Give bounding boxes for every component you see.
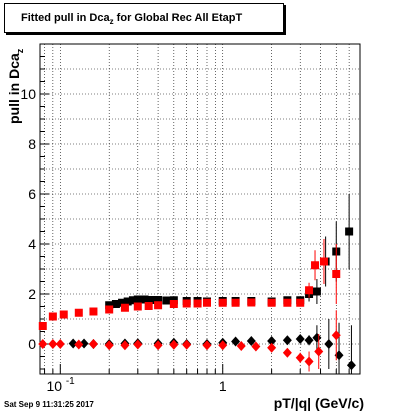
data-point-square (169, 300, 178, 308)
y-tick-label: 6 (28, 186, 36, 202)
data-point-diamond (202, 340, 212, 351)
title-box: Fitted pull in Dcaz for Global Rec All E… (4, 3, 284, 33)
data-point-square (154, 296, 163, 304)
data-point-square (123, 297, 132, 306)
data-point-square (89, 307, 98, 316)
data-point-diamond (236, 341, 246, 351)
data-point-square (140, 295, 149, 304)
data-point-diamond (38, 339, 48, 349)
data-point-square (105, 301, 114, 310)
data-point-square (120, 303, 129, 312)
data-point-square (283, 298, 292, 307)
data-point-diamond (282, 347, 292, 358)
data-point-diamond (304, 335, 314, 346)
data-point-diamond (74, 339, 84, 350)
data-point-diamond (104, 340, 114, 351)
data-point-diamond (304, 356, 314, 367)
data-point-diamond (120, 340, 130, 351)
data-point-diamond (251, 341, 261, 352)
data-point-square (319, 257, 328, 266)
data-point-square (193, 299, 202, 308)
x-axis-label: pT/|q| (GeV/c) (273, 395, 364, 411)
data-point-diamond (324, 339, 334, 349)
x-tick-label-exponent: -1 (66, 376, 75, 387)
data-point-square (202, 298, 211, 307)
data-point-diamond (133, 339, 143, 350)
data-point-diamond (331, 330, 341, 341)
data-point-square (305, 286, 314, 295)
data-point-square (118, 298, 127, 307)
timestamp: Sat Sep 9 11:31:25 2017 (4, 400, 94, 409)
x-tick-label: 1 (219, 378, 227, 394)
data-point-square (154, 301, 163, 310)
data-point-diamond (282, 335, 292, 346)
data-point-square (133, 295, 142, 304)
data-point-square (218, 298, 227, 307)
data-point-diamond (231, 336, 241, 347)
plot-frame (39, 43, 361, 375)
data-point-diamond (295, 352, 305, 363)
y-axis-label: pull in Dcaz (6, 48, 25, 124)
data-point-square (144, 302, 153, 310)
data-point-diamond (334, 350, 344, 361)
x-tick-label: 10 (47, 378, 63, 394)
data-point-square (105, 305, 114, 314)
y-tick-label: 8 (28, 136, 36, 152)
data-point-diamond (153, 340, 163, 351)
y-tick-label: 2 (28, 286, 36, 302)
data-point-square (332, 270, 341, 278)
data-point-diamond (267, 342, 277, 353)
data-point-diamond (267, 336, 277, 346)
data-point-diamond (55, 339, 65, 349)
data-point-square (74, 308, 83, 317)
data-point-diamond (68, 338, 78, 349)
y-tick-label: 0 (28, 336, 36, 352)
data-point-diamond (346, 360, 356, 371)
data-point-diamond (295, 334, 305, 344)
data-point-diamond (182, 339, 192, 350)
data-point-square (311, 261, 320, 270)
chart-title: Fitted pull in Dcaz for Global Rec All E… (21, 12, 243, 27)
data-point-square (38, 322, 47, 330)
data-point-square (48, 312, 57, 321)
plot-frame-bg (40, 44, 360, 374)
y-tick-label: 10 (20, 86, 36, 102)
data-point-square (146, 296, 155, 304)
data-point-diamond (169, 339, 179, 350)
data-point-square (312, 287, 321, 296)
data-point-diamond (218, 340, 228, 351)
data-point-diamond (48, 339, 58, 349)
data-point-square (267, 298, 276, 307)
data-point-square (59, 310, 68, 319)
data-point-diamond (314, 346, 324, 357)
data-point-square (128, 296, 137, 305)
data-point-diamond (246, 336, 256, 346)
data-point-square (345, 227, 354, 236)
data-point-square (296, 298, 305, 307)
y-tick-label: 4 (28, 236, 36, 252)
data-point-diamond (88, 339, 98, 349)
data-point-square (182, 299, 191, 308)
data-point-square (111, 300, 120, 308)
data-point-square (247, 298, 256, 307)
data-point-square (162, 296, 171, 305)
data-point-square (133, 302, 142, 311)
data-point-square (231, 298, 240, 307)
